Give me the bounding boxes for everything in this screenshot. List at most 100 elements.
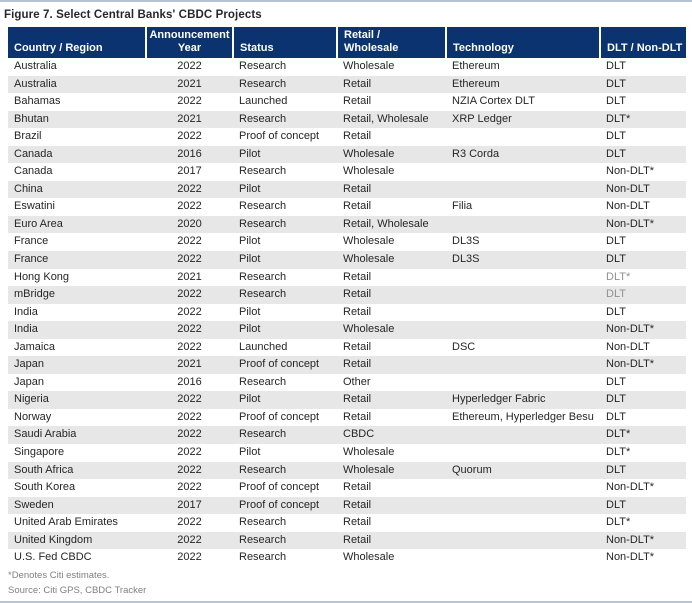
cell-technology: [446, 496, 600, 515]
cell-year: 2021: [146, 356, 233, 374]
cell-status: Research: [239, 551, 287, 564]
cell-retail-wholesale: Wholesale: [337, 251, 446, 269]
table-row: Japan 2021 Proof of concept Retail Non-DLT*: [8, 356, 686, 374]
cell-retail-wholesale: Retail: [337, 531, 446, 550]
cell-technology: [446, 514, 600, 532]
cell-year: 2022: [177, 551, 202, 564]
table-row: Bahamas 2022 Launched Retail NZIA Cortex DLT…: [8, 93, 686, 111]
column-header-status: Status: [232, 27, 337, 58]
cell-dlt: DLT: [600, 75, 686, 94]
table-row: France 2022 Pilot Wholesale DL3S DLT: [8, 251, 686, 269]
cell-dlt: Non-DLT*: [600, 215, 686, 234]
cell-technology: XRP Ledger: [446, 110, 600, 129]
cell-dlt: DLT*: [606, 446, 631, 459]
cell-country: France: [8, 251, 146, 269]
cell-status: Research: [239, 375, 287, 388]
cell-dlt: Non-DLT: [606, 340, 650, 353]
table-row: mBridge 2022 Research Retail DLT: [8, 286, 686, 304]
cell-country: Nigeria: [8, 391, 146, 409]
cell-status: Proof of concept: [233, 496, 337, 515]
cell-dlt: DLT: [606, 410, 626, 423]
cell-technology: Quorum: [446, 461, 600, 480]
cell-country: Jamaica: [14, 340, 55, 353]
cell-technology: [446, 479, 600, 497]
bottom-divider: [0, 600, 692, 603]
cell-dlt: Non-DLT*: [606, 481, 655, 494]
cell-retail-wholesale: Retail: [343, 270, 372, 283]
cell-retail-wholesale: Retail: [343, 481, 372, 494]
cell-dlt: DLT*: [606, 516, 631, 529]
cell-country: South Africa: [8, 461, 146, 480]
column-header-announcement: Announcement Year: [145, 27, 233, 58]
cell-dlt: DLT: [600, 391, 686, 409]
cell-status: Pilot: [233, 321, 337, 339]
cell-dlt: Non-DLT*: [600, 321, 686, 339]
cell-technology: Filia: [452, 200, 473, 213]
cell-country: United Kingdom: [8, 531, 146, 550]
cell-country: Canada: [8, 145, 146, 164]
table-body: Australia 2022 Research Wholesale Ethereum DL…: [8, 58, 686, 567]
cell-dlt: DLT*: [600, 110, 686, 129]
cell-year: 2022: [146, 391, 233, 409]
figure-title: Figure 7. Select Central Banks' CBDC Pro…: [4, 9, 262, 21]
table-row: Japan 2016 Research Other DLT: [8, 374, 686, 392]
table-row: Nigeria 2022 Pilot Retail Hyperledger Fabric…: [8, 391, 686, 409]
table-row: Hong Kong 2021 Research Retail DLT*: [8, 269, 686, 287]
cell-status: Research: [233, 215, 337, 234]
table-row: India 2022 Pilot Wholesale Non-DLT*: [8, 321, 686, 339]
cell-country: South Korea: [14, 481, 76, 494]
table-row: Canada 2017 Research Wholesale Non-DLT*: [8, 163, 686, 181]
source-line: Source: Citi GPS, CBDC Tracker: [8, 584, 147, 596]
cell-technology: [446, 374, 600, 392]
cell-year: 2022: [177, 60, 202, 72]
cell-status: Launched: [239, 340, 288, 353]
cell-dlt: DLT: [600, 461, 686, 480]
cell-dlt: DLT: [606, 60, 626, 72]
cell-dlt: DLT: [606, 95, 626, 108]
cell-year: 2017: [177, 165, 202, 178]
cell-dlt: DLT: [600, 251, 686, 269]
cell-technology: Ethereum: [446, 75, 600, 94]
cell-year: 2022: [146, 180, 233, 199]
cell-technology: [446, 163, 600, 181]
cell-country: Bhutan: [8, 110, 146, 129]
table-row: China 2022 Pilot Retail Non-DLT: [8, 180, 686, 199]
table-row: South Korea 2022 Proof of concept Retail Non…: [8, 479, 686, 497]
cell-year: 2022: [177, 95, 202, 108]
footnote: *Denotes Citi estimates.: [8, 569, 110, 581]
table-row: Australia 2021 Research Retail Ethereum DLT: [8, 75, 686, 94]
table-row: United Arab Emirates 2022 Research Retail DL…: [8, 514, 686, 532]
column-header-retail: Retail / Wholesale: [336, 27, 446, 58]
cell-year: 2016: [177, 375, 202, 388]
cell-status: Pilot: [239, 446, 261, 459]
cell-year: 2022: [177, 516, 202, 529]
cell-technology: Hyperledger Fabric: [446, 391, 600, 409]
cell-technology: [446, 286, 600, 304]
column-header-country-region: Country / Region: [8, 27, 146, 58]
table-row: Saudi Arabia 2022 Research CBDC DLT*: [8, 426, 686, 445]
cell-dlt: Non-DLT*: [600, 531, 686, 550]
cell-status: Pilot: [239, 305, 261, 318]
cell-dlt: Non-DLT*: [600, 356, 686, 374]
cell-status: Proof of concept: [233, 356, 337, 374]
cell-technology: DL3S: [446, 251, 600, 269]
cell-country: Norway: [14, 410, 52, 423]
table-row: United Kingdom 2022 Research Retail Non-DLT*: [8, 531, 686, 550]
cell-country: Canada: [14, 165, 53, 178]
cell-year: 2022: [177, 340, 202, 353]
cell-country: Hong Kong: [14, 270, 70, 283]
cell-country: Bahamas: [14, 95, 61, 108]
cell-status: Pilot: [233, 180, 337, 199]
table-row: U.S. Fed CBDC 2022 Research Wholesale Non-DL…: [8, 549, 686, 567]
table-row: Brazil 2022 Proof of concept Retail DLT: [8, 128, 686, 146]
cell-dlt: DLT*: [600, 426, 686, 445]
cell-country: India: [8, 321, 146, 339]
cell-dlt: DLT: [606, 130, 626, 143]
cell-country: Brazil: [14, 130, 42, 143]
table-row: Euro Area 2020 Research Retail, Wholesale No…: [8, 215, 686, 234]
cell-status: Research: [233, 461, 337, 480]
table-header-row: Country / Region Announcement Year Status Re…: [8, 27, 686, 58]
cell-technology: [446, 531, 600, 550]
table-row: Sweden 2017 Proof of concept Retail DLT: [8, 496, 686, 515]
cell-technology: [446, 444, 600, 462]
